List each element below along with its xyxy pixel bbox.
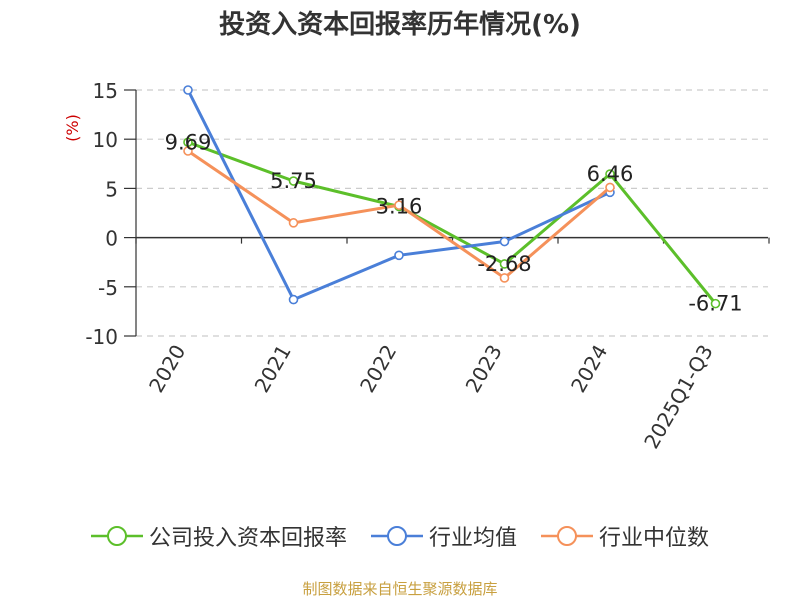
data-point-marker <box>394 200 404 210</box>
data-point-marker <box>183 85 193 95</box>
legend-swatch-icon <box>541 526 593 546</box>
legend-label: 公司投入资本回报率 <box>148 526 347 551</box>
legend-swatch-icon <box>90 526 143 546</box>
x-tick-label: 2020 <box>144 341 190 397</box>
legend-swatch-marker <box>386 526 407 546</box>
data-point-marker <box>183 146 193 156</box>
legend-item[interactable]: 行业中位数 <box>541 520 709 552</box>
data-point-marker <box>288 176 299 186</box>
legend-item[interactable]: 公司投入资本回报率 <box>90 520 347 552</box>
data-point-marker <box>499 273 510 283</box>
data-point-marker <box>499 259 510 269</box>
legend-label: 行业均值 <box>428 526 517 551</box>
source-note: 制图数据来自恒生聚源数据库 <box>302 580 498 598</box>
data-point-marker <box>288 294 299 305</box>
data-point-marker <box>288 218 299 228</box>
data-labels: 9.69 5.75 3.16 -2.68 6.46 -6.71 <box>165 130 743 315</box>
data-point-marker <box>605 169 615 179</box>
y-tick-label: 0 <box>105 227 118 251</box>
x-tick-label: 2024 <box>566 341 612 397</box>
y-tick-label: -10 <box>85 325 118 349</box>
series-line <box>187 140 717 305</box>
y-axis-unit-label: (%) <box>63 114 82 142</box>
data-point-marker <box>394 250 404 261</box>
y-tick-label: -5 <box>98 276 118 300</box>
data-point-marker <box>710 298 721 309</box>
data-label: 6.46 <box>587 162 634 186</box>
data-point-marker <box>605 182 615 193</box>
y-tick-label: 10 <box>93 128 118 152</box>
y-tick-label: 15 <box>93 79 118 103</box>
legend-swatch-marker <box>106 526 127 546</box>
data-point-marker <box>499 236 510 247</box>
series-lines <box>183 85 721 309</box>
data-label: 9.69 <box>165 130 212 154</box>
x-tick-label: 2025Q1-Q3 <box>639 341 718 453</box>
legend-label: 行业中位数 <box>599 526 710 551</box>
x-tick-label: 2022 <box>355 341 401 397</box>
y-tick-label: 5 <box>105 177 118 201</box>
x-tick-label: 2021 <box>250 341 296 397</box>
legend: 公司投入资本回报率 行业均值 行业中位数 <box>0 520 800 552</box>
legend-swatch-icon <box>370 526 423 546</box>
data-label: 5.75 <box>270 169 317 193</box>
chart-title: 投资入资本回报率历年情况(%) <box>219 10 581 40</box>
data-label: 3.16 <box>376 195 423 219</box>
x-tick-label: 2023 <box>461 341 507 397</box>
grid-lines <box>136 89 768 337</box>
data-label: -6.71 <box>688 292 742 316</box>
legend-item[interactable]: 行业均值 <box>370 520 517 552</box>
data-label: -2.68 <box>477 252 531 276</box>
legend-swatch-marker <box>557 526 577 546</box>
